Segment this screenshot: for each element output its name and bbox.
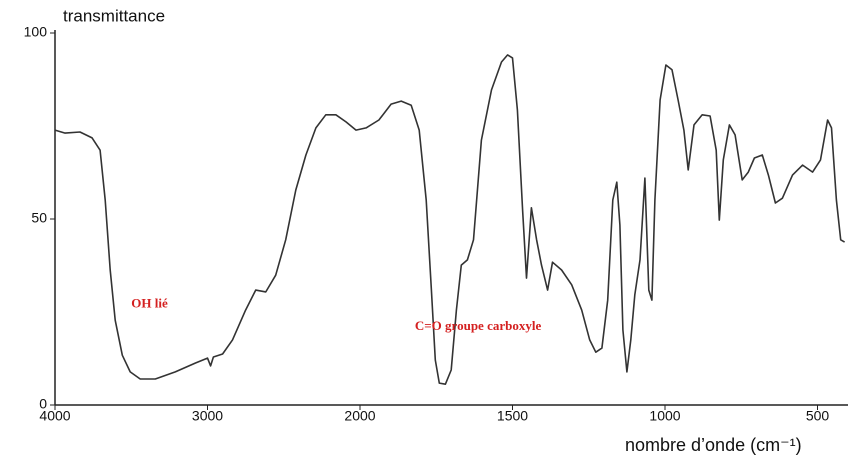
chart-title: transmittance	[63, 6, 165, 25]
x-tick-label: 1500	[497, 408, 528, 424]
y-tick-label: 100	[24, 24, 48, 40]
y-tick-label: 50	[31, 210, 47, 226]
x-tick-label: 4000	[39, 408, 70, 424]
spectrum-line	[54, 54, 846, 385]
x-tick-label: 3000	[192, 408, 223, 424]
annotation: C=O groupe carboxyle	[415, 318, 542, 333]
annotation: OH lié	[131, 296, 168, 311]
x-tick-label: 2000	[344, 408, 375, 424]
x-tick-label: 500	[806, 408, 830, 424]
x-tick-label: 1000	[649, 408, 680, 424]
x-axis-label: nombre d’onde (cm⁻¹)	[625, 435, 802, 455]
y-tick-label: 0	[39, 396, 47, 412]
